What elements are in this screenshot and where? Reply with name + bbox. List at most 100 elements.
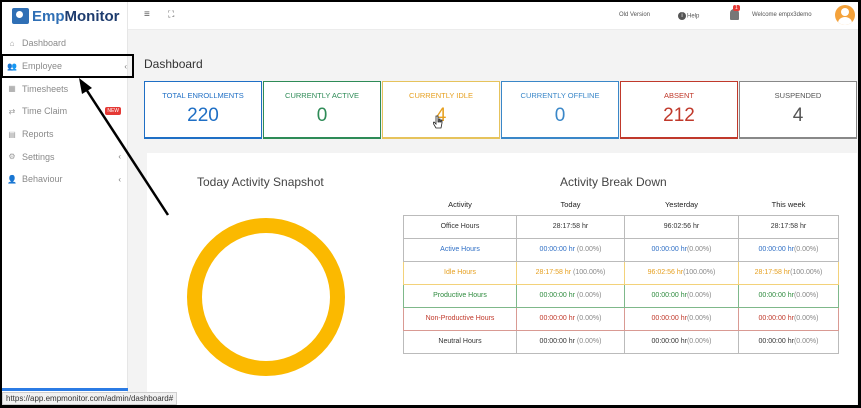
sidebar-item-employee[interactable]: 👥 Employee ‹ [2, 53, 134, 79]
help-link[interactable]: i Help [678, 12, 699, 20]
week-value: 00:00:00 hr [758, 315, 794, 322]
breakdown-title: Activity Break Down [560, 175, 667, 189]
today-cell: 00:00:00 hr (0.00%) [516, 306, 625, 331]
new-badge: NEW [105, 107, 121, 116]
stat-card-value: 220 [187, 105, 219, 126]
browser-status-url: https://app.empmonitor.com/admin/dashboa… [2, 392, 178, 405]
today-percent: (0.00%) [574, 315, 602, 322]
table-icon: ▦ [8, 84, 16, 94]
sidebar-item-label: Time Claim [22, 106, 68, 117]
yesterday-percent: (100.00%) [683, 269, 716, 276]
mouse-pointer-icon [433, 115, 443, 129]
yesterday-cell: 96:02:56 hr [624, 214, 739, 239]
chevron-left-icon[interactable]: ‹ [118, 152, 121, 162]
table-row: Productive Hours 00:00:00 hr (0.00%) 00:00… [403, 283, 839, 308]
yesterday-percent: (0.00%) [686, 292, 712, 299]
logo-icon [12, 8, 29, 24]
help-label: Help [687, 13, 700, 20]
stat-card-label: ABSENT [663, 91, 694, 100]
yesterday-value: 00:00:00 hr [651, 246, 687, 253]
sidebar-item-time-claim[interactable]: ⇄ Time Claim NEW [2, 100, 127, 123]
sidebar-item-settings[interactable]: ⚙ Settings ‹ [2, 145, 127, 168]
week-value: 28:17:58 hr [770, 223, 807, 230]
stat-card-currently-idle[interactable]: CURRENTLY IDLE 4 [382, 81, 500, 139]
stat-card-label: SUSPENDED [774, 91, 822, 100]
yesterday-cell: 96:02:56 hr(100.00%) [624, 260, 739, 285]
table-header-row: Activity Today Yesterday This week [404, 195, 839, 215]
yesterday-value: 00:00:00 hr [651, 292, 687, 299]
table-row: Neutral Hours 00:00:00 hr (0.00%) 00:00:00… [403, 329, 839, 354]
week-value: 00:00:00 hr [758, 338, 794, 345]
fullscreen-icon[interactable]: ⛶ [168, 9, 175, 19]
welcome-text: Welcome empx3demo [752, 12, 812, 18]
stat-card-currently-offline[interactable]: CURRENTLY OFFLINE 0 [501, 81, 619, 139]
info-icon: i [678, 12, 686, 20]
today-value: 28:17:58 hr [552, 223, 589, 230]
chevron-left-icon[interactable]: ‹ [118, 174, 121, 184]
column-header: Today [560, 200, 581, 210]
home-icon: ⌂ [9, 38, 15, 48]
stat-card-currently-active[interactable]: CURRENTLY ACTIVE 0 [263, 81, 381, 139]
swap-icon: ⇄ [8, 106, 16, 116]
today-cell: 00:00:00 hr (0.00%) [516, 329, 625, 354]
yesterday-cell: 00:00:00 hr(0.00%) [624, 237, 739, 262]
summary-cards: TOTAL ENROLLMENTS 220 CURRENTLY ACTIVE 0 CUR… [144, 81, 858, 139]
today-value: 00:00:00 hr [539, 292, 575, 299]
stat-card-value: 4 [792, 105, 804, 126]
yesterday-value: 96:02:56 hr [647, 269, 684, 276]
stat-card-total-enrollments[interactable]: TOTAL ENROLLMENTS 220 [144, 81, 262, 139]
yesterday-percent: (0.00%) [686, 315, 712, 322]
column-header: This week [771, 200, 806, 210]
stat-card-value: 0 [316, 105, 328, 126]
logo[interactable]: EmpMonitor [2, 2, 127, 30]
notification-badge: 1 [733, 5, 740, 11]
users-icon: 👥 [7, 61, 17, 71]
week-percent: (0.00%) [793, 246, 819, 253]
yesterday-value: 00:00:00 hr [651, 315, 687, 322]
top-bar: ≡ ⛶ Old Version i Help 1 Welcome empx3dem… [128, 2, 858, 30]
sidebar-item-timesheets[interactable]: ▦ Timesheets [2, 77, 127, 100]
sidebar-item-reports[interactable]: ▤ Reports [2, 123, 127, 146]
arrow-head [79, 78, 92, 94]
yesterday-cell: 00:00:00 hr(0.00%) [624, 329, 739, 354]
today-value: 00:00:00 hr [539, 315, 575, 322]
stat-card-suspended[interactable]: SUSPENDED 4 [739, 81, 857, 139]
gear-icon: ⚙ [8, 152, 16, 162]
today-cell: 28:17:58 hr [516, 214, 625, 239]
stat-card-value: 4 [435, 105, 447, 126]
activity-name: Neutral Hours [403, 329, 517, 354]
stat-card-absent[interactable]: ABSENT 212 [620, 81, 738, 139]
week-cell: 28:17:58 hr(100.00%) [738, 260, 839, 285]
user-avatar[interactable] [835, 5, 855, 25]
old-version-link[interactable]: Old Version [619, 12, 651, 18]
user-cog-icon: 👤 [7, 174, 17, 184]
yesterday-percent: (0.00%) [686, 338, 712, 345]
chevron-left-icon[interactable]: ‹ [124, 61, 127, 71]
brand-name: EmpMonitor [32, 7, 120, 25]
sidebar-nav: ⌂ Dashboard 👥 Employee ‹ ▦ Timesheets ⇄ Time Cla… [2, 32, 134, 191]
today-percent: (0.00%) [574, 338, 602, 345]
today-percent: (100.00%) [571, 269, 606, 276]
page-load-progress [2, 388, 128, 391]
today-percent: (0.00%) [574, 292, 602, 299]
today-percent: (0.00%) [574, 246, 602, 253]
today-value: 28:17:58 hr [535, 269, 572, 276]
menu-toggle-icon[interactable]: ≡ [144, 9, 150, 20]
page-title: Dashboard [144, 57, 203, 71]
table-row: Idle Hours 28:17:58 hr (100.00%) 96:02:56 … [403, 260, 839, 285]
yesterday-cell: 00:00:00 hr(0.00%) [624, 306, 739, 331]
yesterday-percent: (0.00%) [686, 246, 712, 253]
week-percent: (0.00%) [793, 292, 819, 299]
notification-bell-icon[interactable] [730, 9, 739, 20]
sidebar-item-behaviour[interactable]: 👤 Behaviour ‹ [2, 168, 127, 191]
week-percent: (0.00%) [793, 315, 819, 322]
stat-card-value: 212 [663, 105, 695, 126]
sidebar-item-label: Dashboard [22, 38, 67, 49]
column-header: Yesterday [664, 200, 699, 210]
activity-breakdown-table: Activity Today Yesterday This week Office H… [403, 195, 839, 354]
table-row: Active Hours 00:00:00 hr (0.00%) 00:00:00 … [403, 237, 839, 262]
week-cell: 00:00:00 hr(0.00%) [738, 329, 839, 354]
sidebar-item-dashboard[interactable]: ⌂ Dashboard [2, 32, 127, 55]
stat-card-label: TOTAL ENROLLMENTS [162, 91, 244, 100]
